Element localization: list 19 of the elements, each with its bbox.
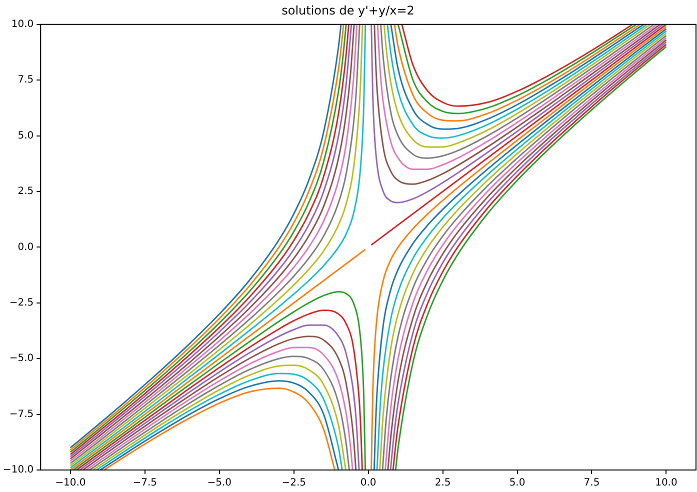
chart-title: solutions de y'+y/x=2 (282, 3, 414, 18)
y-tick-label: −5.0 (9, 353, 34, 364)
x-tick-label: 2.5 (434, 478, 451, 489)
x-tick-label: 10.0 (655, 478, 678, 489)
y-tick-label: 2.5 (18, 186, 34, 198)
y-tick-label: −2.5 (9, 297, 34, 308)
y-tick-label: −10.0 (2, 464, 34, 476)
x-tick-label: 5.0 (509, 478, 526, 489)
x-tick-label: −5.0 (207, 478, 232, 489)
x-tick-label: 7.5 (584, 478, 600, 489)
x-tick-label: 0.0 (360, 478, 376, 489)
y-tick-label: 7.5 (18, 74, 34, 86)
x-tick-label: −7.5 (132, 478, 158, 489)
y-tick-label: 5.0 (18, 130, 34, 142)
y-tick-label: 0.0 (18, 242, 34, 253)
y-tick-label: −7.5 (9, 408, 34, 420)
y-tick-label: 10.0 (11, 18, 34, 30)
x-tick-label: −10.0 (55, 478, 86, 489)
x-tick-label: −2.5 (282, 478, 306, 489)
